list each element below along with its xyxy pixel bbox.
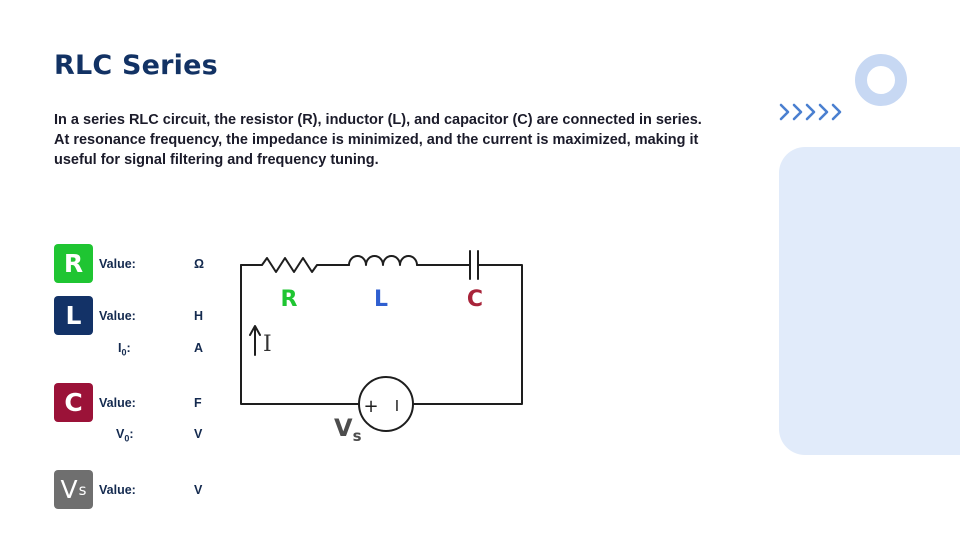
description-line-1: In a series RLC circuit, the resistor (R… <box>54 112 702 128</box>
inductor-unit: H <box>194 309 204 323</box>
voltage-unit: V <box>194 427 203 441</box>
decorative-panel <box>779 147 960 455</box>
source-unit: V <box>194 483 203 497</box>
capacitor-symbol <box>469 250 479 280</box>
source-label: Vs <box>334 414 362 445</box>
circuit-label-l: L <box>374 287 388 312</box>
voltage-source-symbol <box>358 376 414 432</box>
capacitor-value-label: Value: <box>99 396 136 410</box>
current-unit: A <box>194 341 204 355</box>
source-minus-sign: I <box>395 397 399 415</box>
resistor-badge: R <box>54 244 93 283</box>
capacitor-unit: F <box>194 396 202 410</box>
current-arrow-icon <box>249 325 261 356</box>
page-title: RLC Series <box>54 50 218 81</box>
source-plus-sign: + <box>363 396 378 417</box>
current-amplitude-label: I0: <box>118 341 131 358</box>
current-label: I <box>263 332 272 357</box>
source-value-label: Value: <box>99 483 136 497</box>
circuit-label-c: C <box>467 287 483 312</box>
resistor-value-label: Value: <box>99 257 136 271</box>
capacitor-badge: C <box>54 383 93 422</box>
description-line-2: At resonance frequency, the impedance is… <box>54 132 699 148</box>
resistor-symbol <box>240 257 350 273</box>
voltage-amplitude-label: V0: <box>116 427 134 444</box>
description-line-3: useful for signal filtering and frequenc… <box>54 152 379 168</box>
resistor-unit: Ω <box>194 257 205 271</box>
inductor-symbol <box>348 255 418 266</box>
decorative-chevrons-icon <box>779 103 842 121</box>
description: In a series RLC circuit, the resistor (R… <box>54 110 744 170</box>
inductor-badge: L <box>54 296 93 335</box>
inductor-value-label: Value: <box>99 309 136 323</box>
circuit-label-r: R <box>281 287 298 312</box>
